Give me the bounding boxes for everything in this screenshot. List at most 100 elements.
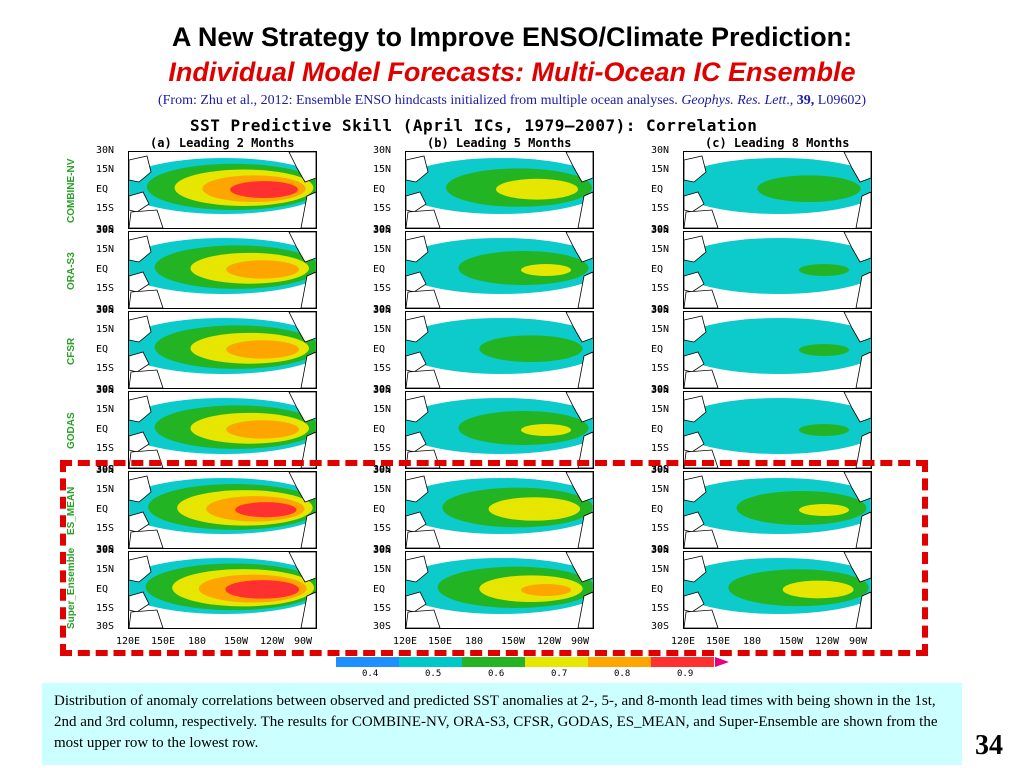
lat-label: EQ [373,584,386,595]
lon-label: 180 [465,636,484,647]
lat-label: 15S [651,363,670,374]
lat-label: EQ [373,264,386,275]
lat-label: 30S [651,464,670,475]
land-outline [406,369,441,388]
lat-label: 30N [373,465,392,476]
lat-label: 15S [373,363,392,374]
land-outline [684,209,719,228]
land-outline [577,511,593,548]
land-outline [855,431,871,468]
skill-contour [684,318,871,374]
skill-map-panel [128,151,317,229]
land-outline [406,431,427,453]
land-outline [129,609,164,628]
land-outline [129,271,150,293]
colorbar [336,657,714,667]
land-outline [129,475,152,503]
figure-title: SST Predictive Skill (April ICs, 1979—20… [190,116,758,135]
lat-label: 30N [651,385,670,396]
skill-map-panel [128,231,317,309]
lat-label: 30S [96,304,115,315]
lat-label: 30N [373,145,392,156]
lat-label: 30S [373,621,392,632]
land-outline [684,529,719,548]
skill-contour [521,584,571,596]
citation-prefix: (From: Zhu et al., 2012: Ensemble ENSO h… [157,93,682,108]
lat-label: EQ [96,584,109,595]
lat-label: EQ [96,504,109,515]
land-outline [288,232,316,263]
lat-label: 30S [96,621,115,632]
row-label: ORA-S3 [66,252,77,290]
lat-label: 15S [96,283,115,294]
lat-label: 15N [373,564,392,575]
land-outline [855,271,871,308]
lat-label: 15N [96,324,115,335]
land-outline [684,351,705,373]
land-outline [855,591,871,628]
colorbar-tick: 0.8 [614,669,631,679]
land-outline [684,191,705,213]
land-outline [129,191,150,213]
land-outline [855,351,871,388]
lat-label: 30S [373,304,392,315]
colorbar-segment [525,657,588,667]
highlight-box [60,460,928,656]
skill-contour [757,175,861,202]
land-outline [406,155,429,183]
lon-label: 120W [260,636,285,647]
land-outline [843,152,871,183]
land-outline [288,472,316,503]
skill-contour [479,335,583,362]
lon-label: 150W [779,636,804,647]
land-outline [855,191,871,228]
lat-label: 30S [651,384,670,395]
skill-contour [488,497,581,521]
land-outline [577,191,593,228]
lat-label: 15N [373,324,392,335]
lat-label: 15N [651,244,670,255]
lat-label: 15S [96,203,115,214]
skill-map-panel [683,311,872,389]
skill-contour [226,340,299,359]
land-outline [406,475,429,503]
lat-label: 30S [373,544,392,555]
row-label: CFSR [66,337,77,365]
land-outline [406,511,427,533]
lat-label: 30N [651,465,670,476]
land-outline [684,511,705,533]
lat-label: 15S [373,283,392,294]
slide-title: A New Strategy to Improve ENSO/Climate P… [171,22,853,52]
column-title-c: (c) Leading 8 Months [705,136,850,150]
lon-label: 120E [393,636,418,647]
citation: (From: Zhu et al., 2012: Ensemble ENSO h… [0,93,1024,109]
lat-label: 15N [373,484,392,495]
skill-contour [799,344,849,356]
skill-contour [799,264,849,276]
lat-label: 15S [651,203,670,214]
skill-contour [225,580,300,599]
lat-label: 30S [651,224,670,235]
lat-label: 30N [373,545,392,556]
land-outline [129,289,164,308]
land-outline [300,511,316,548]
land-outline [684,155,707,183]
lat-label: 15S [651,443,670,454]
lat-label: EQ [651,344,664,355]
lat-label: 15N [96,564,115,575]
land-outline [565,552,593,583]
lon-label: 150E [151,636,176,647]
land-outline [406,529,441,548]
lon-label: 180 [188,636,207,647]
lon-label: 90W [294,636,313,647]
skill-map-panel [683,471,872,549]
lat-label: 15N [651,564,670,575]
lat-label: 30N [96,225,115,236]
lon-label: 150E [428,636,453,647]
land-outline [577,351,593,388]
lat-label: 30N [96,545,115,556]
lon-label: 120E [671,636,696,647]
land-outline [129,431,150,453]
lat-label: 15S [651,283,670,294]
colorbar-tick: 0.6 [488,669,505,679]
